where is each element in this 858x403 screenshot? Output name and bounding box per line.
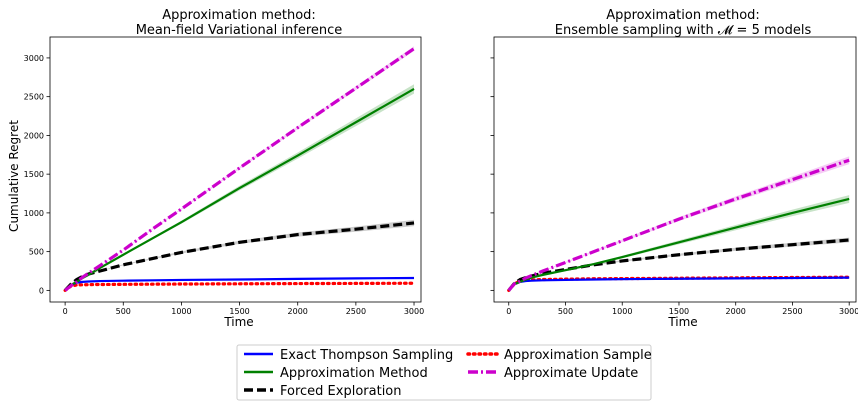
left-y-tick-label: 0: [39, 286, 44, 295]
right-x-tick-label: 2500: [782, 307, 802, 316]
right-panel: Approximation method: Ensemble sampling …: [490, 8, 858, 329]
left-x-tick-label: 500: [116, 307, 131, 316]
right-x-tick-label: 2000: [726, 307, 746, 316]
legend-label-forced: Forced Exploration: [280, 384, 402, 399]
left-panel: Approximation method: Mean-field Variati…: [7, 8, 424, 329]
legend-label-update: Approximate Update: [504, 366, 638, 381]
left-title: Approximation method:: [162, 8, 316, 23]
right-line-exact-thompson-sampling: [507, 276, 850, 292]
left-line-approximation-sample: [63, 281, 416, 292]
right-axes-frame: [493, 36, 857, 303]
left-y-tick-label: 1000: [24, 209, 44, 218]
legend-label-sample: Approximation Sample: [504, 348, 652, 363]
right-subtitle: Ensemble sampling with 𝓜 = 5 models: [555, 23, 812, 38]
left-y-tick-label: 3000: [24, 54, 44, 63]
left-band-forced-exploration: [65, 219, 415, 291]
right-line-forced-exploration: [507, 238, 850, 292]
left-subtitle: Mean-field Variational inference: [136, 23, 343, 38]
left-x-tick-label: 2500: [346, 307, 366, 316]
right-x-tick-label: 1500: [669, 307, 689, 316]
legend-label-exact: Exact Thompson Sampling: [280, 348, 453, 363]
right-title: Approximation method:: [606, 8, 760, 23]
left-x-label: Time: [223, 315, 253, 329]
left-line-forced-exploration: [63, 221, 415, 292]
right-x-tick-label: 1000: [612, 307, 632, 316]
legend-label-method: Approximation Method: [280, 366, 428, 381]
left-x-tick-label: 1000: [171, 307, 191, 316]
right-line-approximate-update: [507, 158, 850, 292]
left-y-tick-label: 2000: [24, 131, 44, 140]
left-line-approximate-update: [64, 47, 415, 292]
legend: Exact Thompson Sampling Approximation Me…: [236, 344, 652, 401]
left-axes-frame: [49, 36, 422, 303]
left-x-tick-label: 2000: [288, 307, 308, 316]
right-plot-area: 0 500 1000 1500 2000 2500 3000: [490, 36, 858, 316]
left-y-tick-label: 1500: [24, 170, 44, 179]
left-y-label: Cumulative Regret: [7, 120, 21, 232]
left-x-tick-label: 1500: [229, 307, 249, 316]
right-x-tick-label: 3000: [839, 307, 858, 316]
left-x-tick-label: 3000: [404, 307, 424, 316]
right-x-tick-label: 500: [558, 307, 573, 316]
left-y-tick-label: 500: [29, 248, 44, 257]
left-y-tick-label: 2500: [24, 93, 44, 102]
right-x-tick-label: 0: [506, 307, 511, 316]
left-x-tick-label: 0: [63, 307, 68, 316]
right-x-label: Time: [667, 315, 697, 329]
legend-frame: [236, 344, 652, 401]
left-plot-area: 0 500 1000 1500 2000 2500 3000 0 500 1000 1500 2000…: [24, 36, 424, 316]
